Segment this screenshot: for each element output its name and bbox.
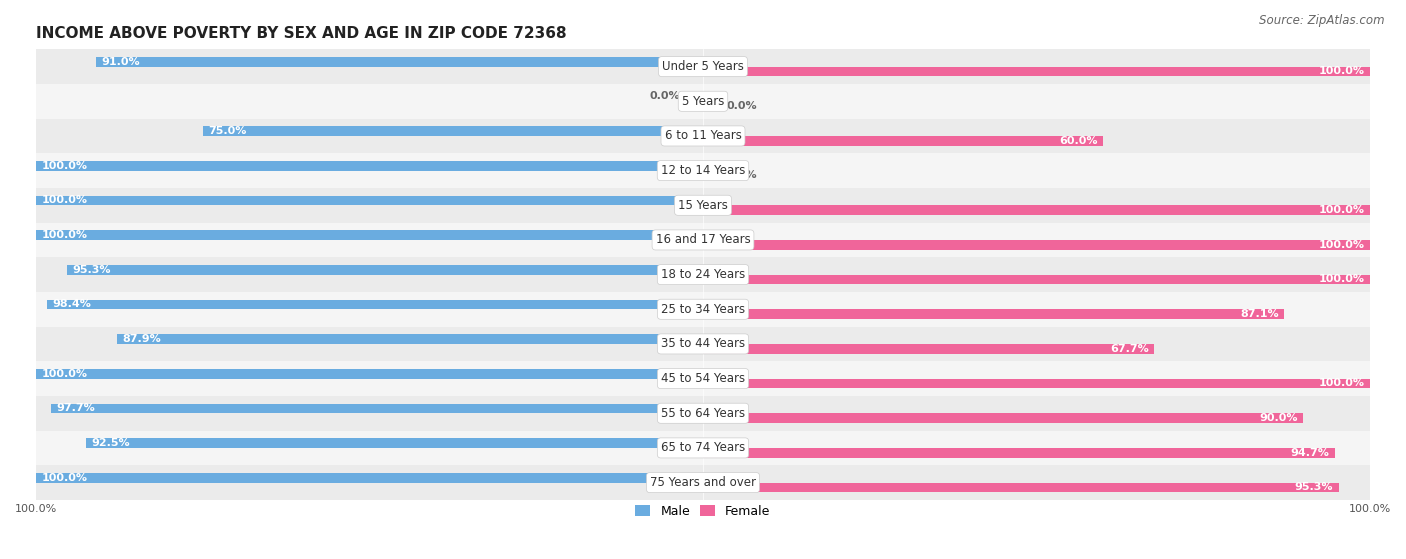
Bar: [37, 153, 1369, 188]
Text: 0.0%: 0.0%: [727, 170, 756, 181]
Bar: [703, 482, 1339, 492]
Text: 100.0%: 100.0%: [41, 369, 87, 379]
Text: 100.0%: 100.0%: [1319, 274, 1365, 285]
Bar: [37, 396, 1369, 430]
Text: 100.0%: 100.0%: [41, 161, 87, 170]
Bar: [703, 170, 723, 181]
Text: 16 and 17 Years: 16 and 17 Years: [655, 234, 751, 247]
Bar: [703, 240, 1369, 250]
Text: 97.7%: 97.7%: [56, 404, 96, 414]
Bar: [37, 257, 1369, 292]
Text: 0.0%: 0.0%: [727, 101, 756, 111]
Text: INCOME ABOVE POVERTY BY SEX AND AGE IN ZIP CODE 72368: INCOME ABOVE POVERTY BY SEX AND AGE IN Z…: [37, 26, 567, 41]
Bar: [703, 413, 1303, 423]
Text: 5 Years: 5 Years: [682, 95, 724, 108]
Bar: [703, 448, 1334, 458]
Text: 100.0%: 100.0%: [41, 473, 87, 483]
Text: 100.0%: 100.0%: [41, 230, 87, 240]
Text: 35 to 44 Years: 35 to 44 Years: [661, 338, 745, 350]
Text: 98.4%: 98.4%: [52, 300, 91, 310]
Text: 75.0%: 75.0%: [208, 126, 246, 136]
Bar: [37, 369, 703, 378]
Bar: [37, 465, 1369, 500]
Text: Under 5 Years: Under 5 Years: [662, 60, 744, 73]
Bar: [46, 300, 703, 309]
Bar: [683, 92, 703, 101]
Text: 100.0%: 100.0%: [1319, 378, 1365, 389]
Bar: [67, 265, 703, 274]
Bar: [703, 101, 723, 111]
Bar: [37, 49, 1369, 84]
Text: 12 to 14 Years: 12 to 14 Years: [661, 164, 745, 177]
Bar: [96, 57, 703, 67]
Text: 87.1%: 87.1%: [1240, 309, 1278, 319]
Text: Source: ZipAtlas.com: Source: ZipAtlas.com: [1260, 14, 1385, 27]
Bar: [37, 361, 1369, 396]
Text: 100.0%: 100.0%: [1319, 240, 1365, 250]
Text: 92.5%: 92.5%: [91, 438, 131, 448]
Text: 15 Years: 15 Years: [678, 199, 728, 212]
Text: 67.7%: 67.7%: [1111, 344, 1149, 354]
Bar: [52, 404, 703, 413]
Bar: [37, 430, 1369, 465]
Bar: [37, 84, 1369, 119]
Text: 0.0%: 0.0%: [650, 92, 679, 101]
Text: 60.0%: 60.0%: [1059, 136, 1098, 146]
Bar: [37, 292, 1369, 326]
Bar: [37, 188, 1369, 222]
Bar: [703, 136, 1104, 146]
Bar: [37, 119, 1369, 153]
Bar: [86, 438, 703, 448]
Text: 75 Years and over: 75 Years and over: [650, 476, 756, 489]
Bar: [37, 326, 1369, 361]
Bar: [117, 334, 703, 344]
Text: 90.0%: 90.0%: [1260, 413, 1298, 423]
Bar: [703, 378, 1369, 389]
Bar: [703, 344, 1154, 354]
Text: 65 to 74 Years: 65 to 74 Years: [661, 442, 745, 454]
Bar: [37, 196, 703, 205]
Bar: [703, 205, 1369, 215]
Text: 91.0%: 91.0%: [101, 57, 141, 67]
Bar: [37, 230, 703, 240]
Bar: [703, 309, 1284, 319]
Text: 95.3%: 95.3%: [1295, 482, 1333, 492]
Bar: [37, 161, 703, 170]
Bar: [37, 473, 703, 482]
Text: 45 to 54 Years: 45 to 54 Years: [661, 372, 745, 385]
Bar: [703, 67, 1369, 77]
Text: 100.0%: 100.0%: [1319, 67, 1365, 77]
Text: 94.7%: 94.7%: [1291, 448, 1329, 458]
Text: 100.0%: 100.0%: [41, 196, 87, 205]
Text: 95.3%: 95.3%: [73, 265, 111, 275]
Bar: [202, 126, 703, 136]
Legend: Male, Female: Male, Female: [630, 500, 776, 523]
Text: 100.0%: 100.0%: [1319, 205, 1365, 215]
Text: 87.9%: 87.9%: [122, 334, 160, 344]
Text: 18 to 24 Years: 18 to 24 Years: [661, 268, 745, 281]
Text: 6 to 11 Years: 6 to 11 Years: [665, 130, 741, 143]
Bar: [37, 222, 1369, 257]
Bar: [703, 274, 1369, 285]
Text: 25 to 34 Years: 25 to 34 Years: [661, 303, 745, 316]
Text: 55 to 64 Years: 55 to 64 Years: [661, 407, 745, 420]
